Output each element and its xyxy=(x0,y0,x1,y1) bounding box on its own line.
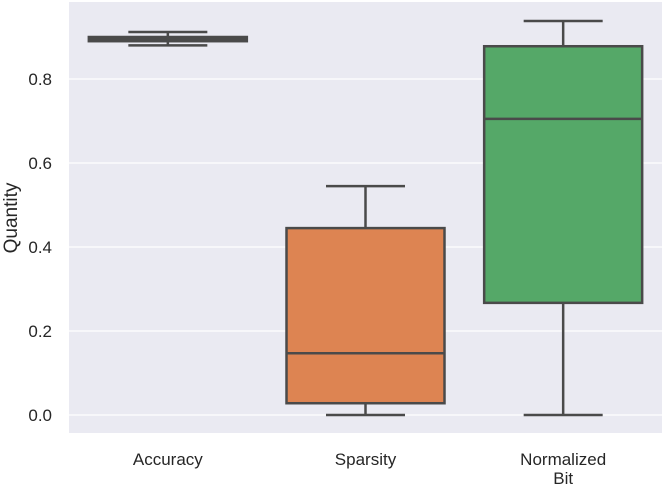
box-accuracy xyxy=(87,30,249,47)
x-tick-labels: Accuracy Sparsity Normalized Bit xyxy=(133,450,606,488)
y-tick-label: 0.4 xyxy=(28,238,52,257)
box-normalized-bit xyxy=(482,19,644,417)
boxes xyxy=(87,19,644,417)
y-tick-label: 0.8 xyxy=(28,70,52,89)
x-tick-label-line: Sparsity xyxy=(335,450,397,469)
x-tick-label: Sparsity xyxy=(335,450,397,469)
y-tick-label: 0.2 xyxy=(28,322,52,341)
x-tick-label-line: Accuracy xyxy=(133,450,203,469)
y-axis-label: Quantity xyxy=(1,182,22,253)
iqr-box xyxy=(482,44,644,305)
y-tick-label: 0.0 xyxy=(28,406,52,425)
x-tick-label-line: Normalized xyxy=(520,450,606,469)
y-tick-labels: 0.0 0.2 0.4 0.6 0.8 xyxy=(28,70,52,425)
y-tick-label: 0.6 xyxy=(28,154,52,173)
box-sparsity xyxy=(285,184,446,417)
x-tick-label-line: Bit xyxy=(553,469,573,487)
iqr-box xyxy=(285,226,446,405)
x-tick-label: Normalized Bit xyxy=(520,450,606,487)
x-tick-label: Accuracy xyxy=(133,450,203,469)
